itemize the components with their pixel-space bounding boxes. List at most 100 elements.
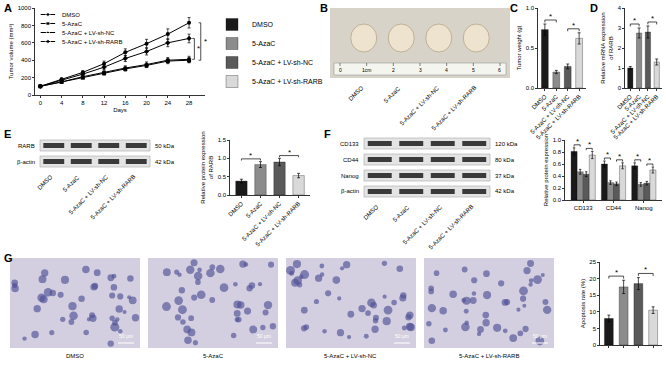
svg-text:Nanog: Nanog	[341, 173, 359, 179]
svg-text:5-AzaC + LV-sh-NC: 5-AzaC + LV-sh-NC	[609, 93, 651, 135]
svg-text:*: *	[197, 44, 200, 53]
svg-text:50 μm: 50 μm	[257, 333, 271, 339]
svg-text:β-actin: β-actin	[17, 159, 35, 165]
svg-text:Tumor weight (g): Tumor weight (g)	[516, 25, 522, 70]
svg-text:0: 0	[28, 92, 32, 98]
svg-text:0.0: 0.0	[526, 85, 535, 91]
svg-text:5-AzaC + LV-sh-NC: 5-AzaC + LV-sh-NC	[68, 174, 110, 216]
svg-text:37 kDa: 37 kDa	[495, 173, 515, 179]
svg-text:F: F	[324, 128, 331, 140]
svg-text:20: 20	[589, 276, 596, 282]
svg-text:8: 8	[81, 100, 85, 106]
svg-text:5-AzaC + LV-sh-RARB: 5-AzaC + LV-sh-RARB	[252, 78, 323, 85]
svg-text:12: 12	[101, 100, 108, 106]
svg-text:*: *	[615, 268, 618, 277]
svg-text:5-AzaC + LV-sh-NC: 5-AzaC + LV-sh-NC	[324, 353, 377, 359]
svg-text:1.0: 1.0	[553, 137, 562, 143]
svg-text:5-AzaC + LV-sh-NC: 5-AzaC + LV-sh-NC	[529, 93, 571, 135]
svg-text:CD133: CD133	[574, 205, 593, 211]
svg-text:DMSO: DMSO	[362, 204, 379, 221]
svg-text:5-AzaC + LV-sh-RARB: 5-AzaC + LV-sh-RARB	[62, 39, 122, 45]
svg-text:*: *	[588, 140, 591, 149]
svg-text:600: 600	[21, 40, 32, 46]
svg-text:CD44: CD44	[606, 205, 622, 211]
svg-text:5-AzaC + LV-sh-RARB: 5-AzaC + LV-sh-RARB	[459, 353, 519, 359]
svg-text:1: 1	[618, 65, 622, 71]
svg-text:*: *	[249, 151, 252, 160]
svg-text:1.5: 1.5	[218, 137, 227, 143]
svg-text:Relative protein expression: Relative protein expression	[543, 134, 549, 206]
svg-text:CD44: CD44	[343, 157, 359, 163]
svg-text:5-AzaC: 5-AzaC	[62, 174, 81, 193]
svg-text:5-AzaC + LV-sh-RARB: 5-AzaC + LV-sh-RARB	[90, 173, 137, 220]
svg-text:0.4: 0.4	[553, 173, 562, 179]
svg-text:RARB: RARB	[18, 143, 35, 149]
svg-text:DMSO: DMSO	[531, 93, 548, 110]
svg-text:0.0: 0.0	[218, 192, 227, 198]
svg-text:*: *	[644, 265, 647, 274]
svg-text:Relative mRNA expressionof RAR: Relative mRNA expressionof RARB	[600, 12, 614, 83]
svg-text:50 μm: 50 μm	[395, 333, 409, 339]
svg-text:0.5: 0.5	[526, 45, 535, 51]
svg-text:0: 0	[39, 100, 43, 106]
svg-text:16: 16	[122, 100, 129, 106]
svg-text:*: *	[618, 152, 621, 161]
svg-text:*: *	[204, 37, 207, 46]
svg-text:*: *	[648, 156, 651, 165]
svg-text:50 μm: 50 μm	[533, 333, 547, 339]
svg-text:0: 0	[618, 85, 622, 91]
svg-text:B: B	[320, 2, 328, 14]
svg-text:Days: Days	[113, 107, 127, 113]
svg-text:*: *	[651, 14, 654, 23]
svg-text:2: 2	[618, 45, 622, 51]
svg-text:CD133: CD133	[340, 141, 359, 147]
svg-text:D: D	[590, 2, 598, 14]
svg-text:28: 28	[186, 100, 193, 106]
svg-text:24: 24	[164, 100, 171, 106]
svg-text:0.0: 0.0	[553, 197, 562, 203]
svg-text:1.0: 1.0	[526, 5, 535, 11]
svg-text:5: 5	[593, 326, 597, 332]
svg-text:42 kDa: 42 kDa	[155, 159, 175, 165]
svg-text:DMSO: DMSO	[227, 200, 244, 217]
svg-text:5-AzaC: 5-AzaC	[245, 200, 264, 219]
svg-text:5-AzaC + LV-sh-RARB: 5-AzaC + LV-sh-RARB	[254, 201, 301, 248]
svg-text:*: *	[576, 137, 579, 146]
svg-text:42 kDa: 42 kDa	[495, 188, 515, 194]
svg-text:DMSO: DMSO	[62, 12, 80, 18]
svg-text:1cm: 1cm	[362, 67, 371, 73]
svg-text:Apoptosis rate (%): Apoptosis rate (%)	[580, 279, 586, 328]
svg-text:5-AzaC: 5-AzaC	[392, 204, 411, 223]
svg-text:0.5: 0.5	[218, 174, 227, 180]
svg-text:DMSO: DMSO	[616, 93, 633, 110]
svg-text:2: 2	[392, 67, 395, 73]
svg-text:5-AzaC: 5-AzaC	[541, 93, 560, 112]
svg-text:4: 4	[618, 5, 622, 11]
svg-text:1000: 1000	[18, 5, 32, 11]
svg-text:5-AzaC + LV-sh-RARB: 5-AzaC + LV-sh-RARB	[613, 94, 660, 141]
svg-text:DMSO: DMSO	[36, 174, 53, 191]
svg-text:50 μm: 50 μm	[119, 333, 133, 339]
svg-text:0.6: 0.6	[553, 161, 562, 167]
svg-text:3: 3	[618, 25, 622, 31]
svg-text:5-AzaC + LV-sh-NC: 5-AzaC + LV-sh-NC	[399, 85, 441, 127]
svg-text:20: 20	[143, 100, 150, 106]
svg-text:0: 0	[339, 67, 342, 73]
svg-text:5-AzaC + LV-sh-RARB: 5-AzaC + LV-sh-RARB	[535, 94, 582, 141]
svg-text:5-AzaC + LV-sh-NC: 5-AzaC + LV-sh-NC	[252, 59, 313, 66]
svg-text:5-AzaC: 5-AzaC	[203, 353, 224, 359]
svg-text:0: 0	[593, 342, 597, 348]
svg-text:1.0: 1.0	[218, 155, 227, 161]
svg-text:0.2: 0.2	[553, 185, 562, 191]
svg-text:5-AzaC: 5-AzaC	[252, 40, 275, 47]
svg-text:400: 400	[21, 57, 32, 63]
svg-text:C: C	[510, 2, 518, 14]
svg-text:*: *	[549, 12, 552, 21]
svg-text:3: 3	[419, 67, 422, 73]
svg-text:0.8: 0.8	[553, 149, 562, 155]
svg-text:*: *	[636, 152, 639, 161]
svg-text:120 kDa: 120 kDa	[495, 141, 518, 147]
svg-text:5-AzaC + LV-sh-NC: 5-AzaC + LV-sh-NC	[402, 204, 444, 246]
svg-text:6: 6	[498, 67, 501, 73]
svg-text:4: 4	[60, 100, 64, 106]
